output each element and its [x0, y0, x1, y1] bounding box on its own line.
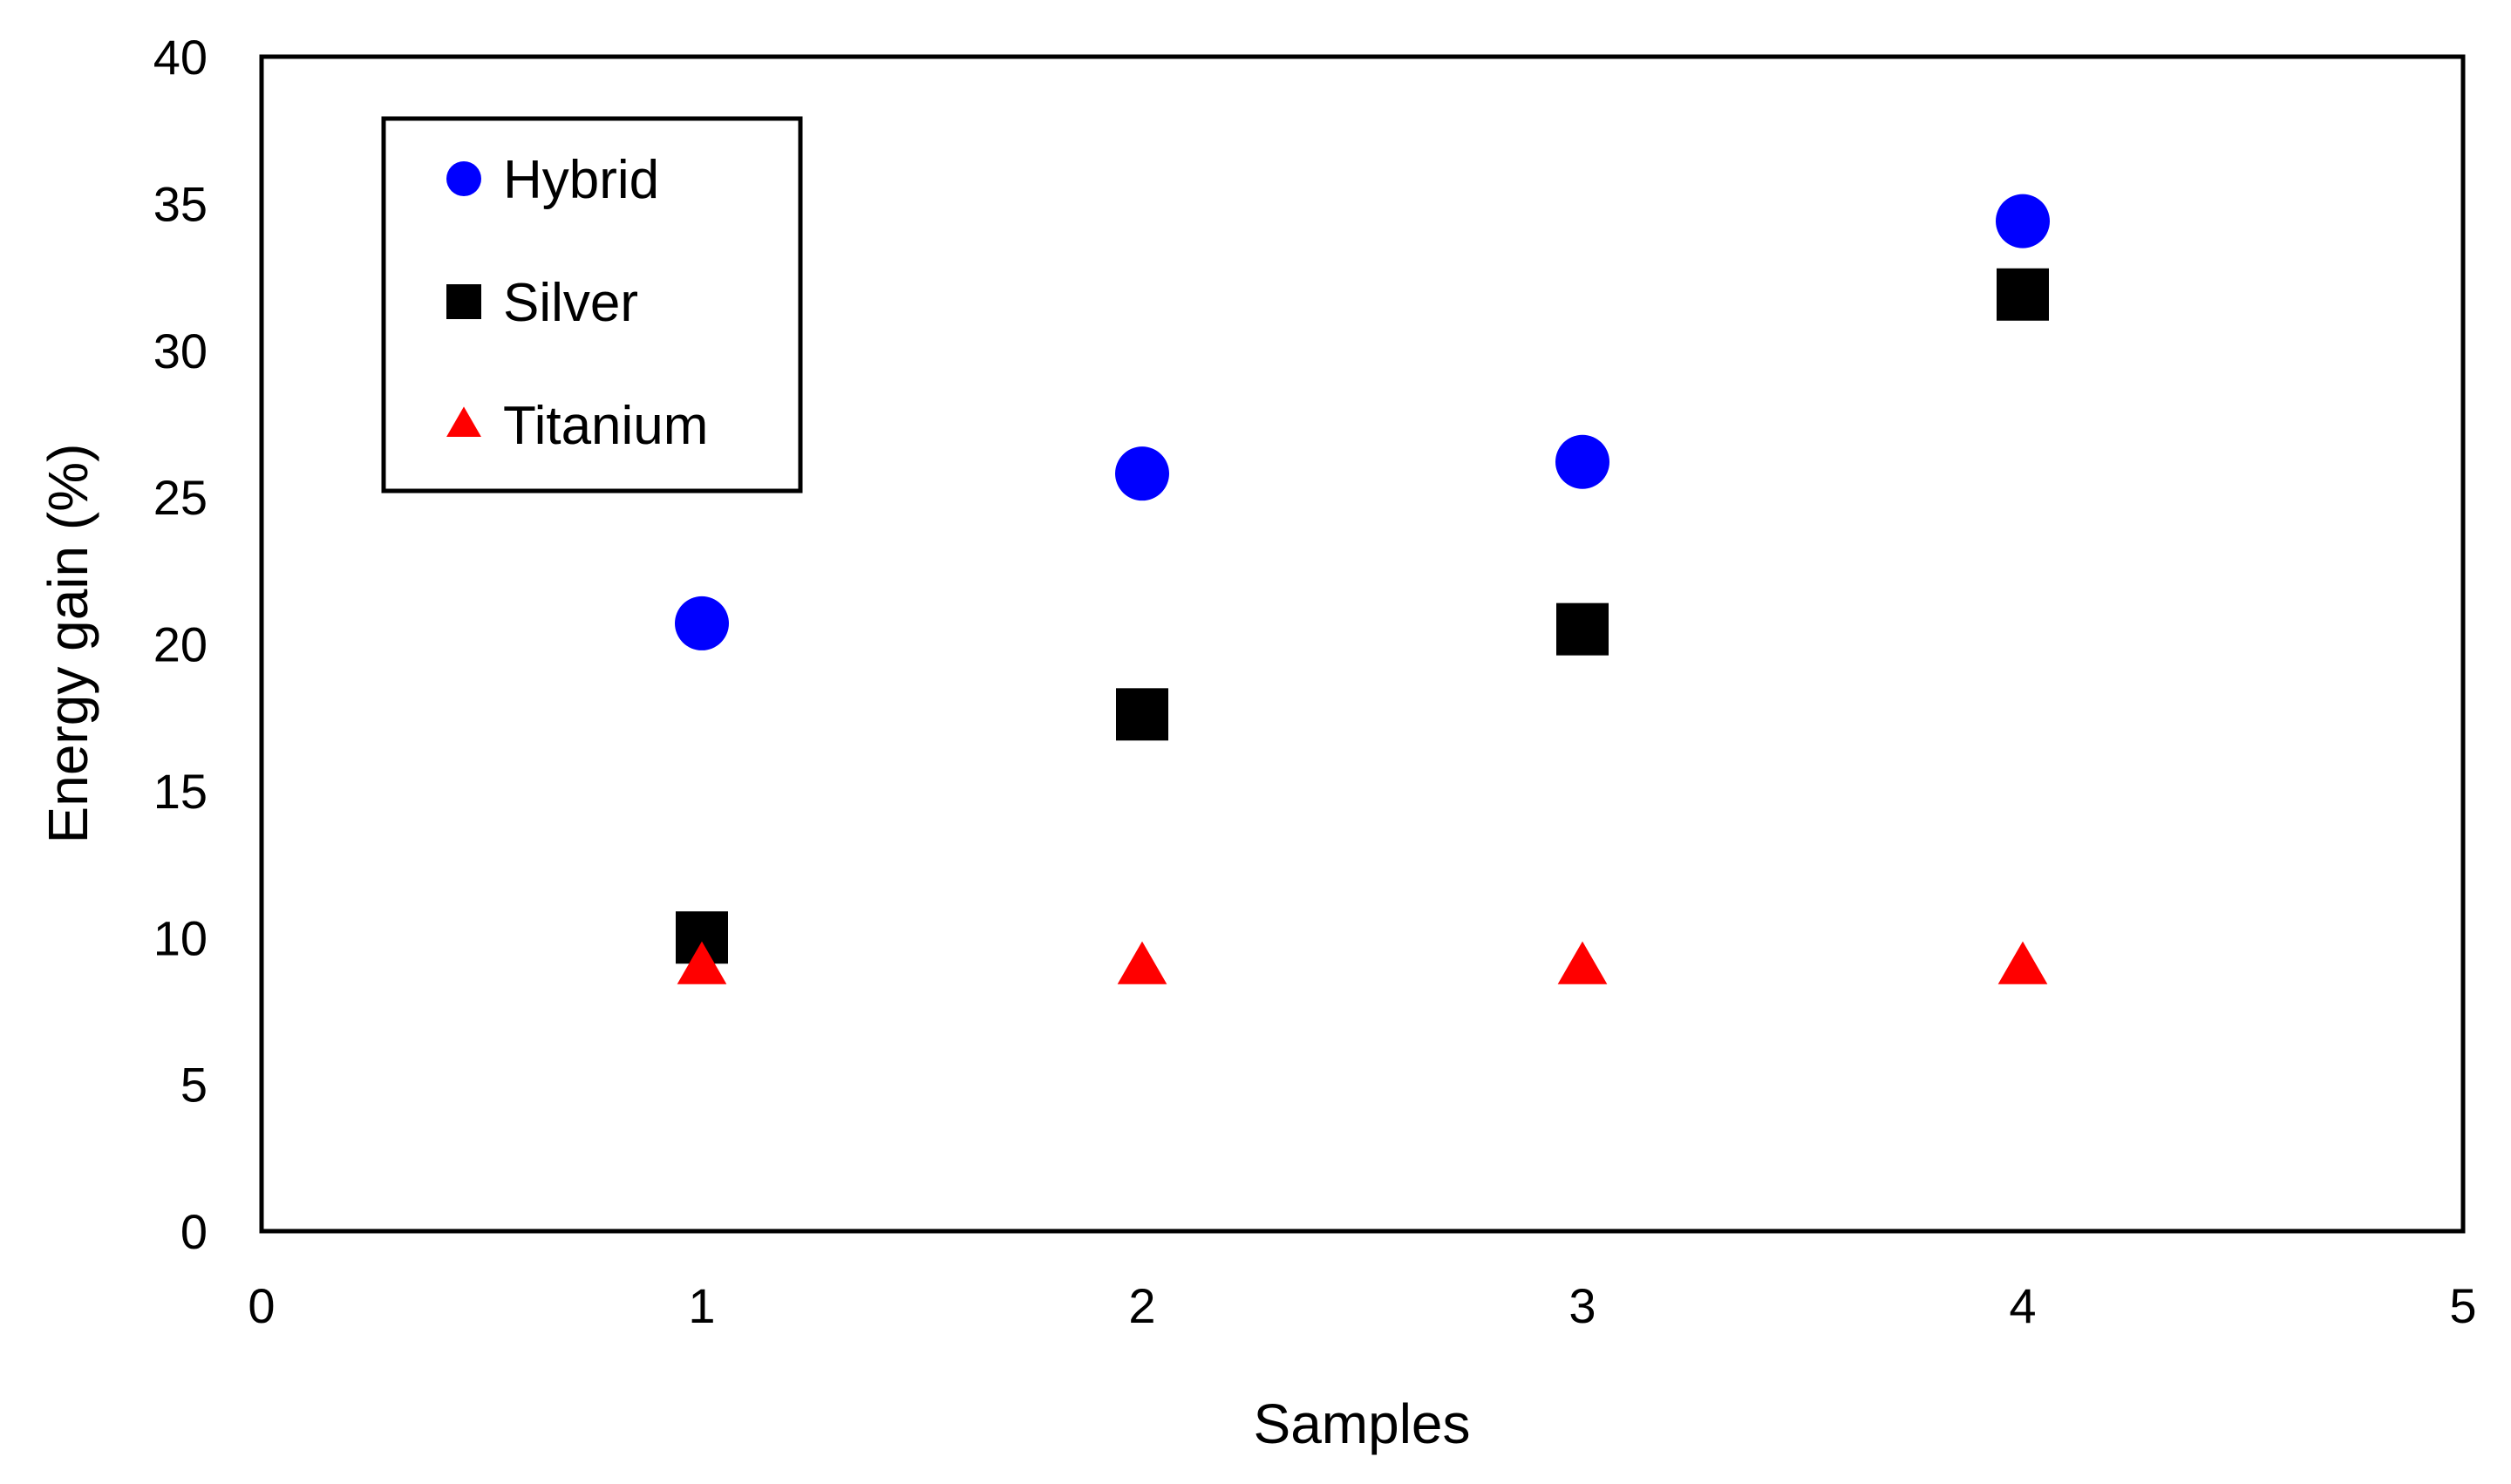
legend-silver-marker [446, 284, 481, 319]
y-tick-label: 10 [153, 910, 208, 965]
x-axis-ticks: 0 1 2 3 4 5 [248, 1278, 2476, 1333]
x-axis-title: Samples [1254, 1392, 1471, 1455]
silver-point [1997, 268, 2049, 321]
legend-label: Hybrid [503, 150, 659, 210]
x-tick-label: 2 [1128, 1278, 1155, 1333]
hybrid-point [1996, 194, 2050, 248]
silver-point [1556, 602, 1609, 656]
legend-label: Titanium [503, 396, 708, 456]
hybrid-point [1115, 446, 1169, 501]
titanium-point [677, 941, 727, 984]
x-tick-label: 0 [248, 1278, 275, 1333]
silver-point [1116, 688, 1168, 741]
x-tick-label: 4 [2009, 1278, 2036, 1333]
y-tick-label: 25 [153, 470, 208, 525]
titanium-point [1117, 941, 1167, 984]
y-tick-label: 15 [153, 764, 208, 819]
titanium-point [1997, 941, 2048, 984]
legend-label: Silver [503, 273, 638, 333]
legend-titanium-marker [446, 406, 481, 437]
y-tick-label: 20 [153, 617, 208, 672]
hybrid-point [675, 596, 729, 650]
y-tick-label: 5 [180, 1058, 208, 1113]
y-tick-label: 35 [153, 176, 208, 231]
legend: Hybrid Silver Titanium [381, 116, 803, 494]
x-tick-label: 3 [1569, 1278, 1596, 1333]
y-tick-label: 40 [153, 30, 208, 85]
hybrid-point [1555, 434, 1609, 489]
y-tick-label: 0 [180, 1204, 208, 1259]
y-axis-title: Energy gain (%) [37, 444, 99, 844]
titanium-point [1557, 941, 1608, 984]
y-axis-ticks: 0 5 10 15 20 25 30 35 40 [153, 30, 208, 1259]
y-tick-label: 30 [153, 323, 208, 378]
data-points [675, 194, 2050, 984]
legend-hybrid-marker [446, 161, 481, 196]
x-tick-label: 1 [688, 1278, 715, 1333]
x-tick-label: 5 [2449, 1278, 2476, 1333]
